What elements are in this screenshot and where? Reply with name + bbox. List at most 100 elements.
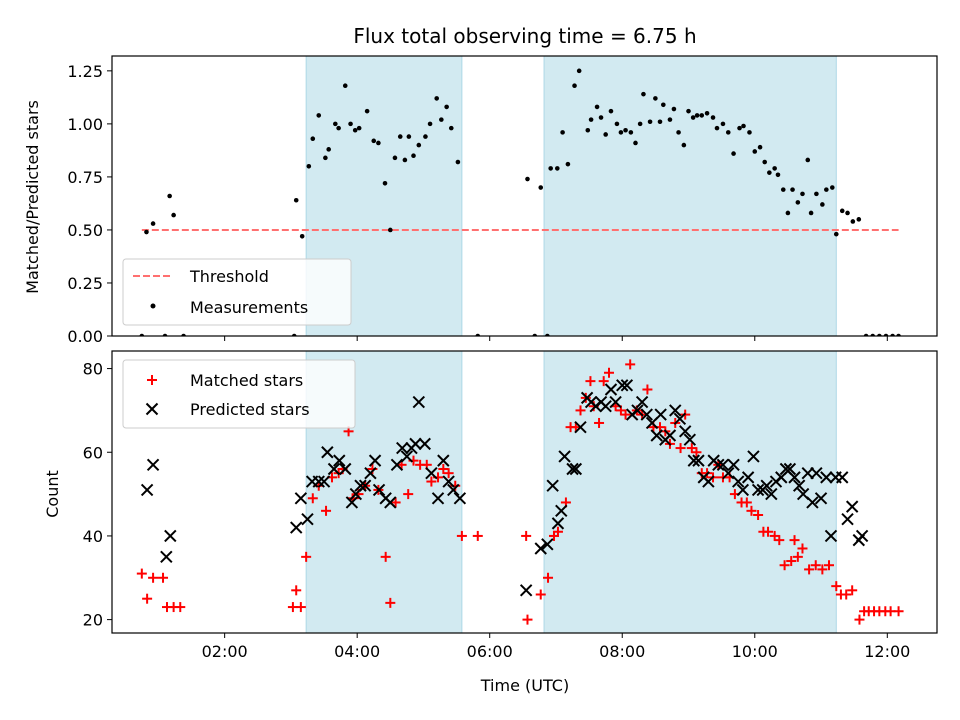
top-y-tick-label: 1.00	[67, 115, 103, 134]
predicted-point	[687, 454, 701, 467]
bottom-legend-frame	[122, 359, 356, 429]
matched-point	[385, 597, 396, 608]
measurement-point	[752, 149, 758, 154]
measurement-point	[633, 140, 638, 146]
predicted-point	[453, 492, 467, 505]
predicted-point	[609, 395, 622, 409]
bottom-axes-frame	[111, 350, 938, 634]
predicted-point-b	[841, 512, 854, 526]
predicted-point-b	[673, 412, 687, 425]
measurement-point	[824, 187, 829, 192]
measurement-point	[628, 130, 634, 135]
matched-point	[543, 572, 554, 583]
predicted-point-b	[372, 483, 386, 497]
legend-predicted-marker	[145, 402, 159, 416]
predicted-point-b	[604, 383, 618, 396]
matched-point	[521, 530, 532, 541]
matched-point	[746, 505, 757, 516]
predicted-point	[747, 450, 760, 463]
predicted-point	[788, 471, 801, 484]
predicted-point-b	[558, 450, 571, 463]
predicted-point-b	[678, 425, 692, 438]
measurement-point	[455, 159, 461, 165]
predicted-point	[140, 483, 154, 497]
predicted-point	[409, 437, 422, 451]
predicted-point	[635, 395, 649, 409]
measurement-point	[427, 121, 433, 127]
matched-point	[301, 551, 312, 562]
predicted-point-b	[620, 379, 634, 392]
measurement-point	[653, 96, 658, 101]
measurement-point	[830, 185, 835, 190]
matched-point	[594, 417, 605, 428]
predicted-point	[836, 471, 849, 484]
measurement-point	[686, 108, 691, 114]
matched-point	[522, 614, 533, 625]
matched-point	[620, 409, 631, 420]
predicted-point	[368, 454, 382, 467]
measurement-point	[333, 121, 338, 127]
top-y-tick-label: 1.25	[67, 62, 103, 81]
measurement-point	[800, 191, 805, 197]
predicted-point	[692, 454, 705, 467]
measurement-point	[572, 83, 577, 88]
bottom-panel: 20 40 60 80 02:00 04:00 06:00 08:00 10:00 12:00	[83, 350, 938, 661]
measurement-point	[720, 121, 726, 127]
top-y-tick-label: 0.75	[67, 168, 103, 187]
x-tick-label: 04:00	[334, 642, 380, 661]
predicted-point-b	[551, 517, 565, 530]
matched-point	[426, 476, 437, 487]
predicted-point	[541, 538, 554, 551]
predicted-point-b	[384, 496, 397, 509]
x-tick-label: 08:00	[599, 642, 645, 661]
measurement-point	[565, 161, 571, 167]
measurement-point	[356, 125, 362, 131]
predicted-point	[683, 433, 697, 446]
measurement-point	[694, 113, 700, 118]
matched-point	[831, 581, 842, 592]
top-y-tick-label: 0.00	[67, 327, 103, 346]
measurement-point	[323, 155, 328, 161]
matched-point	[691, 447, 702, 458]
predicted-point-b	[731, 475, 745, 488]
measurement-point	[757, 144, 763, 150]
top-y-tick-label: 0.50	[67, 221, 103, 240]
predicted-point-b	[301, 512, 314, 526]
matched-point	[841, 589, 852, 600]
predicted-point-b	[760, 479, 773, 492]
predicted-point-b	[546, 479, 559, 492]
measurement-point	[598, 115, 604, 120]
matched-point	[786, 556, 797, 567]
matched-point	[854, 614, 865, 625]
bottom-y-tick-label: 80	[83, 360, 103, 379]
predicted-point-b	[418, 437, 431, 451]
predicted-point-b	[845, 500, 859, 513]
measurement-point	[167, 193, 172, 199]
predicted-point-b	[814, 492, 828, 505]
measurement-point	[725, 130, 731, 135]
predicted-point	[814, 492, 828, 505]
bottom-y-axis-label: Count	[43, 470, 62, 518]
measurement-point	[444, 104, 449, 110]
predicted-point-b	[321, 446, 334, 459]
legend-matched-label: Matched stars	[190, 371, 303, 390]
predicted-point-b	[409, 437, 422, 451]
matched-point	[792, 551, 803, 562]
measurement-point	[657, 119, 663, 125]
measurement-point	[402, 157, 408, 163]
predicted-point-b	[317, 475, 331, 488]
predicted-point-b	[635, 395, 649, 409]
predicted-point-b	[519, 584, 533, 597]
predicted-point-b	[400, 450, 414, 463]
predicted-point-b	[566, 462, 579, 476]
matched-point	[390, 497, 401, 508]
measurement-point	[299, 234, 305, 239]
measurement-point	[397, 134, 403, 139]
measurement-point	[293, 197, 299, 203]
measurement-point	[411, 153, 416, 158]
predicted-point	[290, 521, 303, 534]
predicted-point-b	[555, 504, 568, 518]
predicted-point-b	[683, 433, 697, 446]
measurement-point	[808, 210, 814, 216]
measurement-point	[608, 108, 614, 114]
